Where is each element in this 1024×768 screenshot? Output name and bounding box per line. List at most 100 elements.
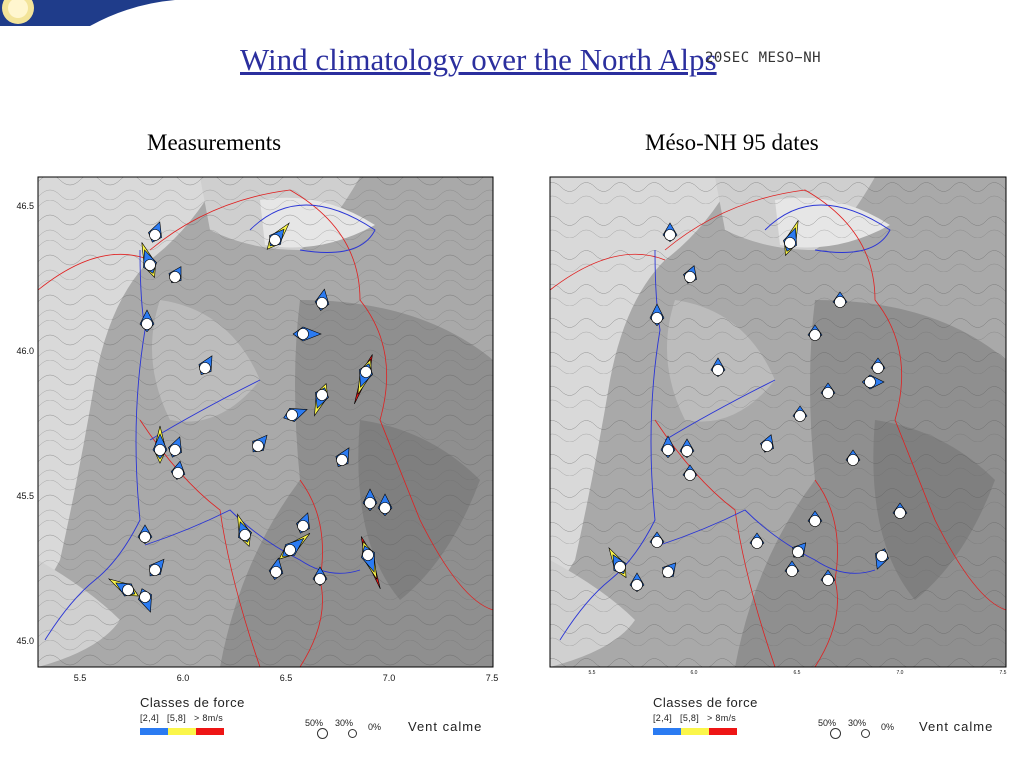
wind-rose bbox=[792, 405, 808, 422]
calm-left-pct-30: 30% bbox=[335, 718, 354, 728]
wind-rose bbox=[148, 221, 162, 243]
wind-rose bbox=[679, 438, 695, 459]
legend-right-swatch-blue bbox=[653, 728, 681, 735]
legend-left: Classes de force [2,4] [5,8] > 8m/s bbox=[140, 695, 245, 735]
wind-rose bbox=[870, 357, 886, 374]
wind-rose bbox=[875, 548, 889, 570]
lon-tick-label: 6.5 bbox=[794, 670, 801, 676]
corner-decoration bbox=[0, 0, 200, 26]
calm-right-ring-30 bbox=[861, 729, 870, 738]
wind-rose bbox=[237, 513, 252, 548]
wind-rose bbox=[141, 242, 157, 279]
wind-rose bbox=[662, 222, 678, 243]
legend-left-categories: [2,4] [5,8] > 8m/s bbox=[140, 713, 245, 723]
wind-roses-measurements bbox=[107, 221, 393, 613]
legend-left-cat-1: [2,4] bbox=[140, 713, 160, 723]
legend-left-cat-2: [5,8] bbox=[167, 713, 187, 723]
lon-tick-label: 6.5 bbox=[280, 673, 293, 683]
lon-tick-label: 7.5 bbox=[486, 673, 499, 683]
legend-right-cat-1: [2,4] bbox=[653, 713, 673, 723]
wind-rose bbox=[268, 557, 284, 581]
calm-left-pct-0: 0% bbox=[368, 722, 382, 732]
wind-rose bbox=[760, 434, 774, 453]
wind-rose bbox=[266, 222, 290, 250]
lat-tick-label: 45.5 bbox=[16, 491, 34, 501]
wind-rose bbox=[792, 542, 807, 558]
map-left-terrain bbox=[37, 176, 494, 668]
legend-left-swatch-yellow bbox=[168, 728, 196, 735]
calm-left-label: Vent calme bbox=[408, 719, 483, 734]
lon-tick-label: 7.5 bbox=[1000, 670, 1007, 676]
legend-right-cat-3: > 8m/s bbox=[707, 713, 737, 723]
wind-rose bbox=[377, 493, 393, 517]
legend-left-cat-3: > 8m/s bbox=[194, 713, 224, 723]
legend-left-swatch-blue bbox=[140, 728, 168, 735]
wind-rose bbox=[168, 266, 182, 284]
wind-rose bbox=[149, 558, 165, 577]
lon-tick-label: 6.0 bbox=[691, 670, 698, 676]
legend-left-swatch-red bbox=[196, 728, 224, 735]
wind-rose bbox=[649, 303, 665, 327]
wind-rose bbox=[152, 425, 168, 464]
wind-rose bbox=[314, 382, 329, 417]
wind-rose bbox=[845, 449, 861, 466]
legend-right: Classes de force [2,4] [5,8] > 8m/s bbox=[653, 695, 758, 735]
map-right-terrain bbox=[549, 176, 1007, 668]
wind-rose bbox=[283, 408, 308, 422]
wind-rose bbox=[608, 546, 627, 579]
lon-tick-label: 5.5 bbox=[74, 673, 87, 683]
slide-title-tag: 20SEC MESO−NH bbox=[705, 50, 822, 66]
wind-rose bbox=[312, 566, 328, 587]
panel-title-measurements: Measurements bbox=[147, 130, 282, 155]
wind-rose bbox=[292, 326, 322, 342]
wind-rose bbox=[784, 560, 800, 577]
wind-rose bbox=[832, 291, 848, 308]
calm-right-ring-50 bbox=[830, 728, 841, 739]
wind-rose bbox=[137, 524, 153, 545]
legend-right-title: Classes de force bbox=[653, 695, 758, 710]
lat-tick-label: 46.0 bbox=[16, 346, 34, 356]
wind-rose bbox=[335, 447, 350, 468]
lon-tick-label: 7.0 bbox=[383, 673, 396, 683]
wind-rose bbox=[892, 502, 908, 519]
calm-right-pct-0: 0% bbox=[881, 722, 895, 732]
wind-rose bbox=[314, 288, 330, 312]
legend-right-categories: [2,4] [5,8] > 8m/s bbox=[653, 713, 758, 723]
wind-rose bbox=[138, 588, 152, 613]
wind-rose bbox=[139, 309, 155, 333]
wind-rose bbox=[252, 434, 268, 453]
wind-rose bbox=[198, 355, 213, 376]
wind-rose bbox=[820, 382, 836, 399]
wind-rose bbox=[360, 536, 381, 589]
wind-rose bbox=[362, 488, 378, 512]
legend-right-swatches bbox=[653, 728, 758, 735]
wind-rose bbox=[662, 562, 677, 578]
calm-left-ring-50 bbox=[317, 728, 328, 739]
lon-tick-label: 5.5 bbox=[589, 670, 596, 676]
calm-right-pct-50: 50% bbox=[818, 718, 837, 728]
calm-left-ring-30 bbox=[348, 729, 357, 738]
calm-right-label: Vent calme bbox=[919, 719, 994, 734]
wind-rose bbox=[168, 436, 182, 458]
wind-rose bbox=[807, 324, 823, 341]
wind-rose bbox=[660, 435, 676, 459]
wind-rose bbox=[820, 569, 836, 586]
wind-rose bbox=[278, 533, 311, 560]
lat-tick-label: 46.5 bbox=[16, 201, 34, 211]
wind-roses-mesonh bbox=[608, 220, 908, 593]
legend-left-title: Classes de force bbox=[140, 695, 245, 710]
slide-title: Wind climatology over the North Alps bbox=[240, 42, 717, 77]
wind-rose bbox=[861, 374, 885, 390]
legend-right-cat-2: [5,8] bbox=[680, 713, 700, 723]
wind-rose bbox=[783, 220, 799, 257]
wind-rose bbox=[296, 512, 310, 534]
legend-left-swatches bbox=[140, 728, 245, 735]
wind-rose bbox=[807, 510, 823, 527]
lon-tick-label: 7.0 bbox=[897, 670, 904, 676]
wind-rose bbox=[629, 572, 645, 593]
wind-rose bbox=[682, 464, 698, 481]
lon-tick-label: 6.0 bbox=[177, 673, 190, 683]
wind-rose bbox=[107, 578, 140, 597]
map-right-axes: 5.5 6.0 6.5 7.0 7.5 bbox=[589, 670, 1007, 676]
